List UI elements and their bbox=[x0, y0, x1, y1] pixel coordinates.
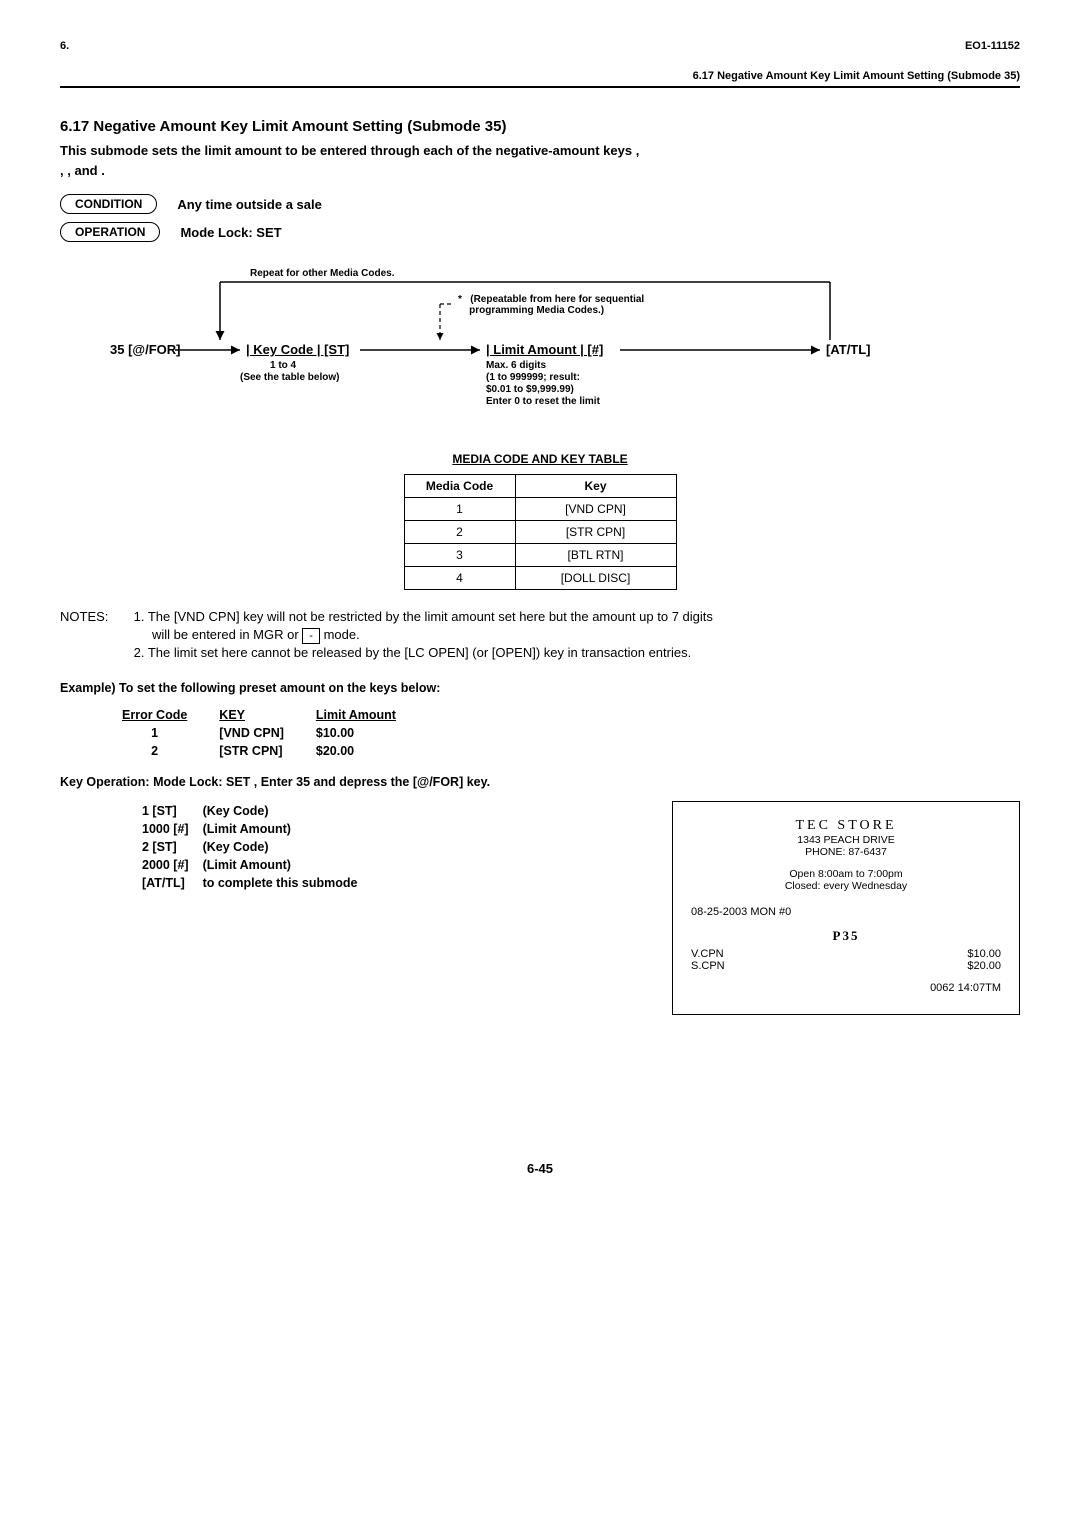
intro-2c: . bbox=[101, 163, 105, 178]
limit-label: | Limit Amount | [#] bbox=[486, 342, 603, 357]
media-code: 1 bbox=[404, 498, 515, 521]
receipt-hours1: Open 8:00am to 7:00pm bbox=[691, 868, 1001, 880]
ex-r2c1: 2 bbox=[122, 743, 217, 759]
ex-r2c3: $20.00 bbox=[316, 743, 426, 759]
receipt-l1r: $10.00 bbox=[967, 948, 1001, 960]
star-line1: (Repeatable from here for sequential bbox=[470, 294, 644, 305]
media-row: 1 [VND CPN] bbox=[404, 498, 676, 521]
step-r: (Key Code) bbox=[203, 839, 370, 855]
receipt-p35: P35 bbox=[691, 928, 1001, 944]
operation-row: OPERATION Mode Lock: SET bbox=[60, 222, 1020, 242]
receipt-store: TEC STORE bbox=[691, 818, 1001, 834]
limit-sub3: $0.01 to $9,999.99) bbox=[486, 384, 574, 395]
ex-r1c1: 1 bbox=[122, 725, 217, 741]
star-char: * bbox=[458, 294, 462, 305]
receipt-footer: 0062 14:07TM bbox=[691, 982, 1001, 994]
receipt-addr: 1343 PEACH DRIVE bbox=[691, 834, 1001, 846]
intro-text: This submode sets the limit amount to be… bbox=[60, 141, 1020, 180]
media-code: 2 bbox=[404, 521, 515, 544]
step-l: 2000 [#] bbox=[142, 857, 201, 873]
diag-end: [AT/TL] bbox=[826, 342, 871, 357]
star-line2: programming Media Codes.) bbox=[469, 305, 604, 316]
media-key: [BTL RTN] bbox=[515, 544, 676, 567]
notes-block: NOTES: 1. The [VND CPN] key will not be … bbox=[60, 608, 1020, 663]
note1b: will be entered in MGR or bbox=[152, 627, 299, 642]
media-row: 2 [STR CPN] bbox=[404, 521, 676, 544]
media-key: [DOLL DISC] bbox=[515, 567, 676, 590]
note2: 2. The limit set here cannot be released… bbox=[134, 645, 692, 660]
step-l: [AT/TL] bbox=[142, 875, 201, 891]
limit-sub2: (1 to 999999; result: bbox=[486, 372, 580, 383]
ex-r2c2: [STR CPN] bbox=[219, 743, 314, 759]
ex-col1: Error Code bbox=[122, 708, 187, 722]
operation-pill: OPERATION bbox=[60, 222, 160, 242]
ex-r1c2: [VND CPN] bbox=[219, 725, 314, 741]
receipt-phone: PHONE: 87-6437 bbox=[691, 846, 1001, 858]
receipt-date: 08-25-2003 MON #0 bbox=[691, 906, 1001, 918]
header-rule bbox=[60, 86, 1020, 88]
limit-sub1: Max. 6 digits bbox=[486, 360, 546, 371]
step-l: 1000 [#] bbox=[142, 821, 201, 837]
note1c: mode. bbox=[324, 627, 360, 642]
media-code: 3 bbox=[404, 544, 515, 567]
keycode-sub1: 1 to 4 bbox=[270, 360, 296, 371]
media-key: [VND CPN] bbox=[515, 498, 676, 521]
dash-box: - bbox=[302, 628, 320, 644]
ex-r1c3: $10.00 bbox=[316, 725, 426, 741]
bottom-area: 1 [ST](Key Code) 1000 [#](Limit Amount) … bbox=[60, 801, 1020, 1081]
media-table-title: MEDIA CODE AND KEY TABLE bbox=[60, 452, 1020, 466]
intro-1a: This submode sets the limit amount to be… bbox=[60, 143, 636, 158]
header-left-marker: 6. bbox=[60, 40, 69, 52]
media-key: [STR CPN] bbox=[515, 521, 676, 544]
step-l: 2 [ST] bbox=[142, 839, 201, 855]
media-row: 4 [DOLL DISC] bbox=[404, 567, 676, 590]
limit-sub4: Enter 0 to reset the limit bbox=[486, 396, 600, 407]
receipt: TEC STORE 1343 PEACH DRIVE PHONE: 87-643… bbox=[672, 801, 1020, 1015]
media-head-key: Key bbox=[515, 475, 676, 498]
step-r: (Limit Amount) bbox=[203, 821, 370, 837]
section-ref: 6.17 Negative Amount Key Limit Amount Se… bbox=[60, 70, 1020, 82]
repeat-note: Repeat for other Media Codes. bbox=[250, 268, 394, 279]
note1a: 1. The [VND CPN] key will not be restric… bbox=[134, 609, 713, 624]
media-head-code: Media Code bbox=[404, 475, 515, 498]
media-code: 4 bbox=[404, 567, 515, 590]
example-heading: Example) To set the following preset amo… bbox=[60, 681, 1020, 695]
keycode-label: | Key Code | [ST] bbox=[246, 342, 349, 357]
keyop-steps: 1 [ST](Key Code) 1000 [#](Limit Amount) … bbox=[140, 801, 371, 893]
page-number: 6-45 bbox=[60, 1161, 1020, 1176]
condition-pill: CONDITION bbox=[60, 194, 157, 214]
condition-text: Any time outside a sale bbox=[177, 197, 322, 212]
media-row: 3 [BTL RTN] bbox=[404, 544, 676, 567]
step-l: 1 [ST] bbox=[142, 803, 201, 819]
diag-start: 35 [@/FOR] bbox=[110, 342, 180, 357]
doc-code: EO1-11152 bbox=[965, 40, 1020, 52]
receipt-l2r: $20.00 bbox=[967, 960, 1001, 972]
notes-label: NOTES: bbox=[60, 608, 130, 626]
example-table: Error Code KEY Limit Amount 1 [VND CPN] … bbox=[120, 705, 428, 761]
keycode-sub2: (See the table below) bbox=[240, 372, 339, 383]
step-r: to complete this submode bbox=[203, 875, 370, 891]
step-r: (Limit Amount) bbox=[203, 857, 370, 873]
section-title: 6.17 Negative Amount Key Limit Amount Se… bbox=[60, 118, 1020, 135]
intro-1b: , bbox=[636, 143, 640, 158]
ex-col3: Limit Amount bbox=[316, 708, 396, 722]
receipt-l1l: V.CPN bbox=[691, 948, 724, 960]
media-code-table: Media Code Key 1 [VND CPN] 2 [STR CPN] 3… bbox=[404, 474, 677, 590]
flow-diagram: Repeat for other Media Codes. * (Repeata… bbox=[60, 262, 1020, 442]
receipt-l2l: S.CPN bbox=[691, 960, 725, 972]
intro-2b: , and bbox=[67, 163, 101, 178]
step-r: (Key Code) bbox=[203, 803, 370, 819]
condition-row: CONDITION Any time outside a sale bbox=[60, 194, 1020, 214]
page-header: 6. EO1-11152 bbox=[60, 40, 1020, 52]
operation-text: Mode Lock: SET bbox=[180, 225, 281, 240]
key-operation-line: Key Operation: Mode Lock: SET , Enter 35… bbox=[60, 775, 1020, 789]
receipt-hours2: Closed: every Wednesday bbox=[691, 880, 1001, 892]
ex-col2: KEY bbox=[219, 708, 245, 722]
